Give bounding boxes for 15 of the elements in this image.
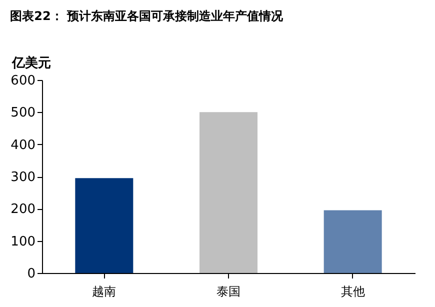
x-tick-label: 泰国 xyxy=(216,284,240,298)
y-tick-label: 100 xyxy=(10,234,36,250)
x-tick-label: 越南 xyxy=(92,284,116,298)
bar xyxy=(324,210,382,273)
y-tick-label: 400 xyxy=(10,138,36,153)
y-tick-label: 0 xyxy=(27,266,36,282)
x-tick-label: 其他 xyxy=(340,284,365,298)
bar xyxy=(75,178,134,273)
chart-title: 图表22： 预计东南亚各国可承接制造业年产值情况 xyxy=(10,9,284,23)
y-tick-label: 600 xyxy=(10,74,36,88)
y-tick-label: 300 xyxy=(10,170,36,185)
y-axis-title: 亿美元 xyxy=(11,55,51,71)
bar xyxy=(200,112,258,273)
y-tick-label: 500 xyxy=(10,106,36,121)
y-tick-label: 200 xyxy=(10,202,36,218)
